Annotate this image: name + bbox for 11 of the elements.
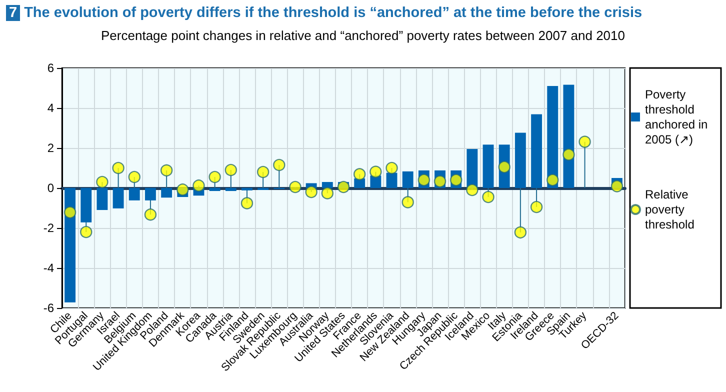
legend-label: Relative poverty threshold: [645, 188, 694, 232]
y-tick-label: 0: [47, 181, 54, 195]
legend-label: Poverty threshold anchored in 2005 (↗): [645, 88, 712, 146]
chart-title: 7 The evolution of poverty differs if the threshold is “anchored” at the time before the crisis: [8, 5, 642, 21]
y-tick-label: 6: [47, 61, 54, 75]
y-tick-label: -6: [43, 301, 54, 315]
y-tick-label: -2: [43, 221, 54, 235]
y-tick-label: -4: [43, 261, 54, 275]
y-tick-label: 2: [47, 141, 54, 155]
chart-subtitle: Percentage point changes in relative and “anchored” poverty rates between 2007 and 2010: [100, 28, 626, 43]
y-tick-label: 4: [47, 101, 54, 115]
